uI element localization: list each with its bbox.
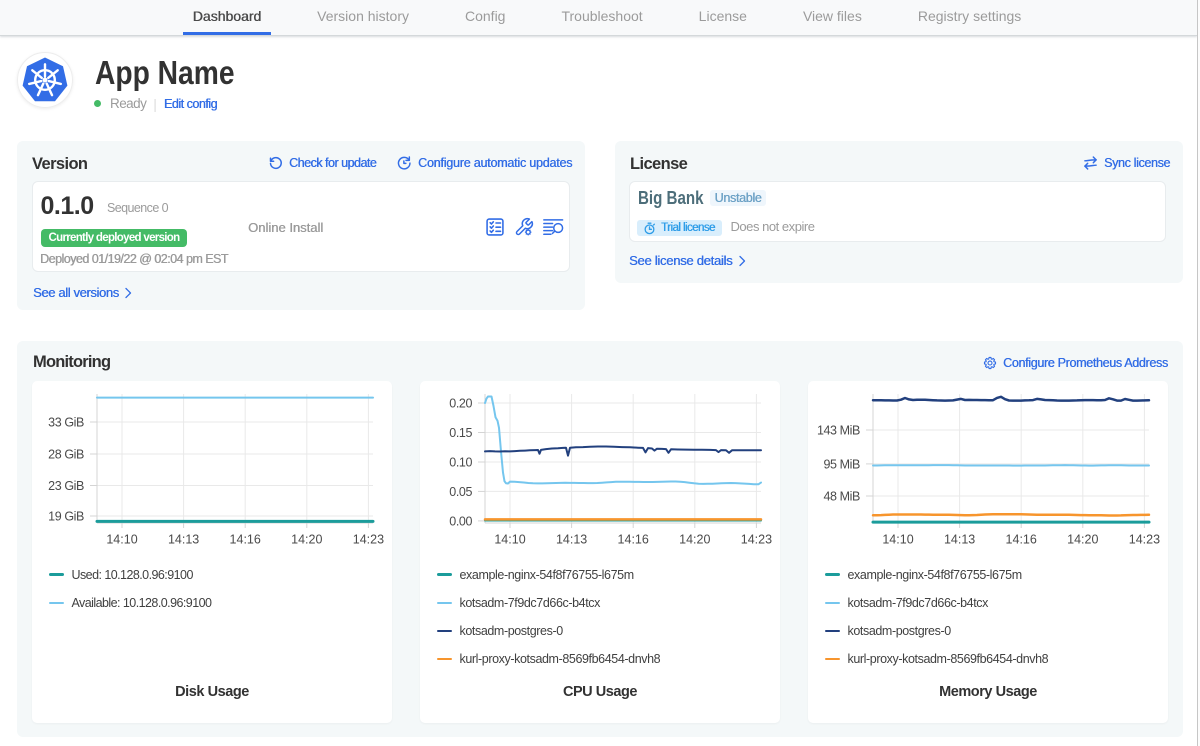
svg-text:14:10: 14:10 bbox=[882, 532, 913, 546]
svg-text:143 MiB: 143 MiB bbox=[817, 424, 860, 438]
svg-text:95 MiB: 95 MiB bbox=[823, 457, 860, 471]
svg-text:48 MiB: 48 MiB bbox=[823, 490, 860, 504]
svg-text:14:23: 14:23 bbox=[1129, 532, 1160, 546]
svg-text:0.10: 0.10 bbox=[449, 456, 472, 470]
svg-text:14:16: 14:16 bbox=[230, 532, 261, 546]
svg-text:28 GiB: 28 GiB bbox=[48, 448, 84, 462]
svg-text:33 GiB: 33 GiB bbox=[48, 416, 84, 430]
svg-text:14:20: 14:20 bbox=[679, 532, 710, 546]
svg-text:0.00: 0.00 bbox=[449, 514, 472, 528]
svg-text:14:23: 14:23 bbox=[353, 532, 384, 546]
svg-text:19 GiB: 19 GiB bbox=[48, 510, 84, 524]
svg-text:14:10: 14:10 bbox=[106, 532, 137, 546]
svg-text:14:20: 14:20 bbox=[291, 532, 322, 546]
svg-text:0.15: 0.15 bbox=[449, 426, 472, 440]
svg-text:0.20: 0.20 bbox=[449, 397, 472, 411]
svg-text:14:16: 14:16 bbox=[618, 532, 649, 546]
svg-text:14:20: 14:20 bbox=[1067, 532, 1098, 546]
svg-text:14:16: 14:16 bbox=[1006, 532, 1037, 546]
svg-text:14:10: 14:10 bbox=[494, 532, 525, 546]
svg-text:0.05: 0.05 bbox=[449, 485, 472, 499]
svg-text:23 GiB: 23 GiB bbox=[48, 479, 84, 493]
svg-text:14:13: 14:13 bbox=[556, 532, 587, 546]
svg-text:14:23: 14:23 bbox=[741, 532, 772, 546]
svg-text:14:13: 14:13 bbox=[944, 532, 975, 546]
svg-text:14:13: 14:13 bbox=[168, 532, 199, 546]
